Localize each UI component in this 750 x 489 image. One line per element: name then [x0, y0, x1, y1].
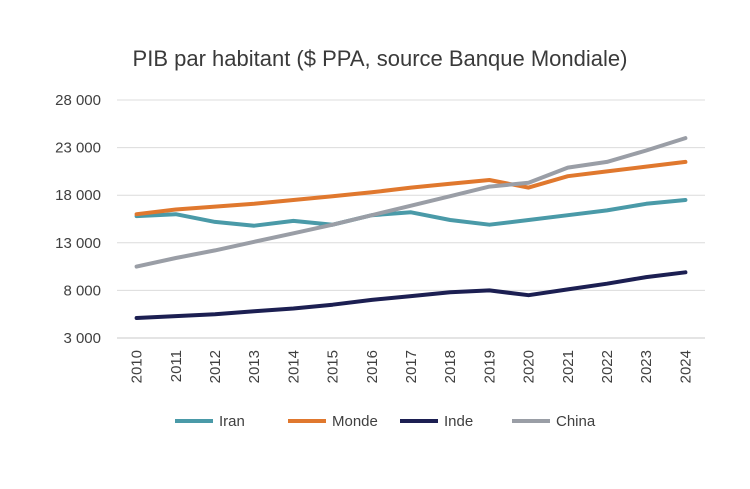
x-tick-label: 2018: [442, 350, 459, 383]
legend-item-monde: Monde: [288, 413, 378, 430]
y-tick-label: 3 000: [63, 330, 101, 347]
x-tick-label: 2021: [560, 350, 577, 383]
y-tick-label: 13 000: [55, 235, 101, 252]
legend-item-inde: Inde: [400, 413, 473, 430]
legend-label: Monde: [332, 413, 378, 430]
x-tick-label: 2017: [403, 350, 420, 383]
legend-item-iran: Iran: [175, 413, 245, 430]
x-tick-label: 2019: [481, 350, 498, 383]
chart-title: PIB par habitant ($ PPA, source Banque M…: [133, 46, 628, 71]
x-tick-label: 2016: [364, 350, 381, 383]
legend-label: Iran: [219, 413, 245, 430]
y-tick-label: 23 000: [55, 140, 101, 157]
x-tick-label: 2011: [168, 350, 185, 382]
series-line-inde: [134, 270, 688, 320]
legend-label: Inde: [444, 413, 473, 430]
gridlines: [117, 99, 705, 339]
series-line-iran: [134, 198, 688, 228]
x-tick-label: 2014: [285, 350, 302, 383]
x-axis-tick-labels: 2010 2011 2012 2013 2014 2015 2016 2017 2018 2019…: [129, 350, 695, 383]
x-tick-label: 2024: [677, 350, 694, 383]
series-lines: [134, 136, 688, 320]
x-tick-label: 2013: [246, 350, 263, 383]
legend-item-china: China: [512, 413, 596, 430]
y-tick-label: 18 000: [55, 187, 101, 204]
x-tick-label: 2020: [521, 350, 538, 383]
x-tick-label: 2022: [599, 350, 616, 383]
legend-label: China: [556, 413, 596, 430]
x-tick-label: 2023: [638, 350, 655, 383]
series-line-china: [134, 136, 688, 269]
x-tick-label: 2010: [129, 350, 146, 383]
series-line-monde: [134, 159, 688, 217]
legend: Iran Monde Inde China: [175, 413, 596, 430]
y-axis-tick-labels: 3 000 8 000 13 000 18 000 23 000 28 000: [55, 92, 101, 347]
x-tick-label: 2015: [325, 350, 342, 383]
y-tick-label: 28 000: [55, 92, 101, 109]
y-tick-label: 8 000: [63, 282, 101, 299]
x-tick-label: 2012: [207, 350, 224, 383]
